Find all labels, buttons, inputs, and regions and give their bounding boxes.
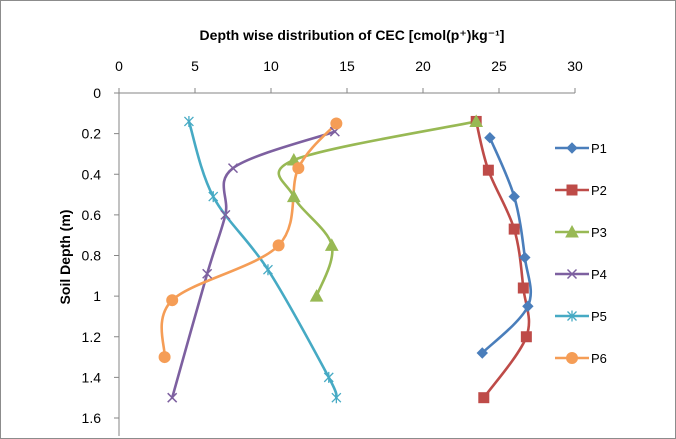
- data-point-p5: [323, 371, 334, 383]
- x-tick-label: 30: [567, 58, 583, 74]
- data-point-p5: [263, 264, 273, 276]
- x-tick-label: 15: [339, 58, 355, 74]
- data-point-p2: [482, 164, 494, 176]
- data-point-p5: [331, 392, 342, 404]
- y-tick-label: 0.4: [82, 166, 102, 182]
- data-point-p1: [508, 190, 520, 203]
- data-point-p2: [517, 282, 529, 294]
- legend-marker-p5: [567, 310, 577, 322]
- y-tick-label: 0: [93, 85, 101, 101]
- legend-marker-p2: [566, 184, 578, 196]
- legend-marker-p3: [565, 224, 579, 238]
- series-lines-group: [160, 120, 533, 399]
- data-point-p3: [309, 289, 324, 302]
- chart-title: Depth wise distribution of CEC [cmol(p⁺)…: [200, 27, 505, 43]
- y-tick-label: 0.6: [82, 207, 102, 223]
- data-point-p2: [508, 223, 520, 235]
- axes-group: 0 5 10 15 20 25 30 0 0.2 0.4 0.6 0.8 1 1.2 1.4 1.6: [82, 58, 583, 436]
- x-tick-label: 10: [263, 58, 279, 74]
- data-point-p6: [272, 239, 285, 252]
- y-tick-label: 1: [93, 288, 101, 304]
- x-tick-label: 5: [191, 58, 199, 74]
- legend-marker-p1: [566, 142, 578, 154]
- y-tick-label: 1.4: [82, 369, 102, 385]
- series-line-p4: [170, 130, 337, 399]
- series-line-p3: [277, 120, 478, 298]
- legend-marker-p4: [566, 268, 578, 280]
- y-tick-label: 0.8: [82, 248, 102, 264]
- data-point-p3: [286, 189, 301, 203]
- legend-marker-p6: [566, 352, 578, 364]
- y-axis-label: Soil Depth (m): [57, 210, 73, 305]
- legend-label-p2: P2: [591, 183, 607, 198]
- data-point-p3: [324, 238, 339, 251]
- legend-label-p3: P3: [591, 225, 607, 240]
- y-tick-label: 1.2: [82, 329, 102, 345]
- data-point-p6: [158, 351, 171, 364]
- data-point-p4: [167, 392, 178, 403]
- data-point-p5: [183, 115, 194, 127]
- legend-label-p6: P6: [591, 351, 607, 366]
- series-markers-group: [158, 114, 534, 404]
- x-tick-label: 25: [491, 58, 507, 74]
- y-tick-label: 0.2: [82, 126, 102, 142]
- data-point-p4: [220, 209, 231, 220]
- data-point-p1: [519, 251, 531, 264]
- data-point-p2: [478, 392, 490, 404]
- data-point-p1: [522, 300, 534, 312]
- data-point-p1: [484, 131, 496, 144]
- data-point-p2: [520, 331, 532, 343]
- data-point-p4: [202, 268, 213, 279]
- data-point-p6: [330, 117, 343, 130]
- x-tick-label: 0: [115, 58, 123, 74]
- x-tick-label: 20: [415, 58, 431, 74]
- y-tick-label: 1.6: [82, 410, 102, 426]
- legend: P1 P2 P3 P4 P5 P6: [555, 141, 607, 366]
- data-point-p3: [469, 114, 484, 127]
- data-point-p5: [208, 191, 219, 203]
- legend-label-p5: P5: [591, 309, 607, 324]
- data-point-p4: [227, 163, 239, 174]
- legend-label-p1: P1: [591, 141, 607, 156]
- legend-label-p4: P4: [591, 267, 607, 282]
- data-point-p1: [476, 347, 488, 359]
- data-point-p6: [292, 162, 305, 175]
- data-point-p6: [166, 294, 179, 307]
